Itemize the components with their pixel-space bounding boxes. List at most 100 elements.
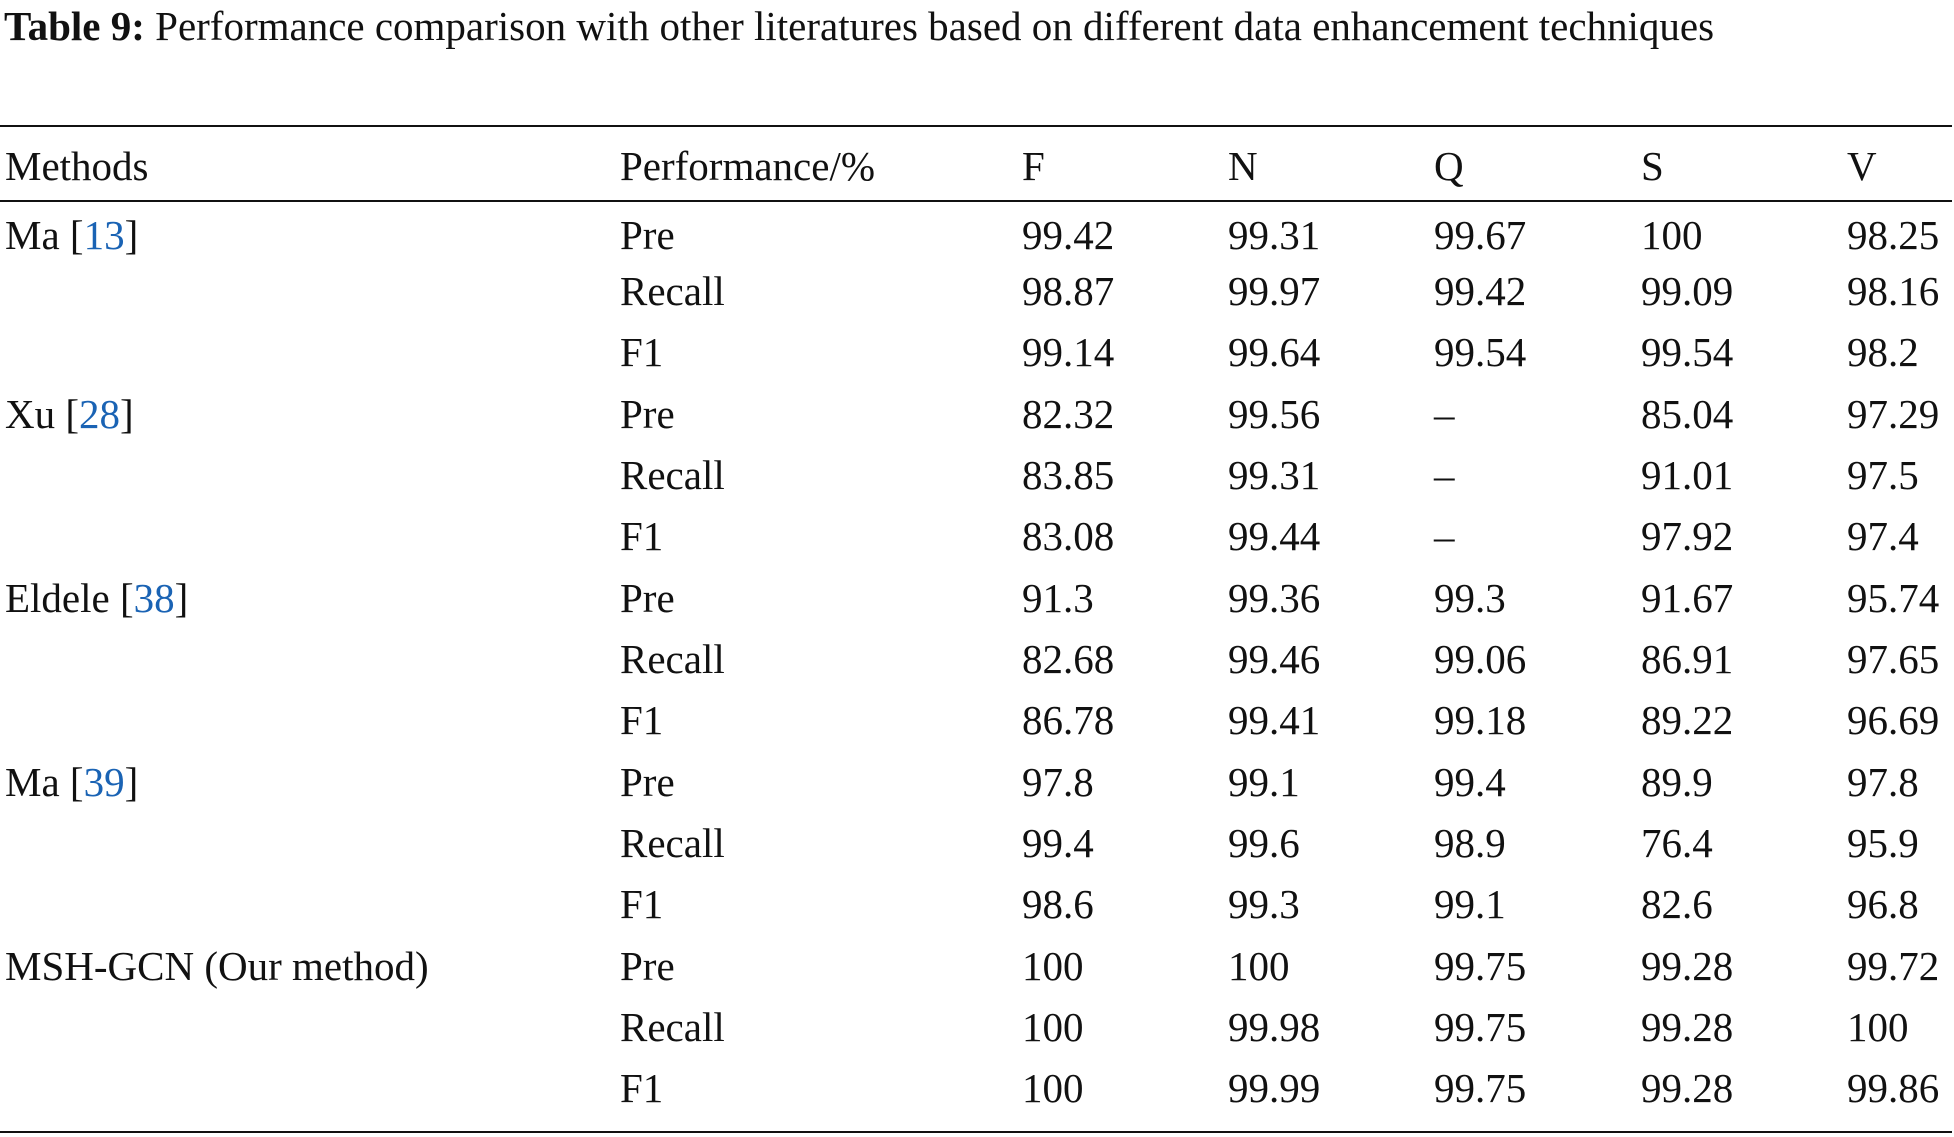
value-cell-s: 99.54 bbox=[1641, 329, 1734, 376]
metric-cell: F1 bbox=[620, 329, 664, 376]
caption-text: Performance comparison with other litera… bbox=[155, 3, 1715, 49]
value-cell-s: 91.01 bbox=[1641, 451, 1734, 498]
value-cell-f: 98.6 bbox=[1022, 881, 1094, 928]
metric-cell: Pre bbox=[620, 758, 675, 805]
comparison-table: Methods Performance/% F N Q S V Ma [13] P… bbox=[0, 133, 1954, 1119]
value-cell-f: 100 bbox=[1022, 1003, 1084, 1050]
value-cell-s: 99.09 bbox=[1641, 267, 1734, 314]
method-cell: Ma [39] bbox=[5, 758, 139, 805]
value-cell-v: 100 bbox=[1847, 1003, 1909, 1050]
reference-link[interactable]: 28 bbox=[79, 390, 121, 437]
metric-cell: Pre bbox=[620, 942, 675, 989]
value-cell-n: 99.56 bbox=[1228, 390, 1321, 437]
metric-cell: Pre bbox=[620, 211, 675, 258]
table-row: MSH-GCN (Our method) Pre 100 100 99.75 99.28 9… bbox=[0, 935, 1954, 996]
table-row: Ma [13] Pre 99.42 99.31 99.67 100 98.25 bbox=[0, 199, 1954, 260]
value-cell-v: 96.69 bbox=[1847, 697, 1940, 744]
value-cell-q: – bbox=[1434, 451, 1455, 498]
value-cell-v: 95.9 bbox=[1847, 819, 1919, 866]
value-cell-f: 99.4 bbox=[1022, 819, 1094, 866]
table-top-rule bbox=[0, 125, 1952, 127]
value-cell-v: 99.72 bbox=[1847, 942, 1940, 989]
metric-cell: Recall bbox=[620, 819, 725, 866]
value-cell-q: 99.3 bbox=[1434, 574, 1506, 621]
table-caption: Table 9: Performance comparison with oth… bbox=[4, 0, 1950, 53]
value-cell-f: 98.87 bbox=[1022, 267, 1115, 314]
value-cell-q: 99.54 bbox=[1434, 329, 1527, 376]
value-cell-f: 100 bbox=[1022, 1065, 1084, 1112]
value-cell-n: 99.98 bbox=[1228, 1003, 1321, 1050]
value-cell-f: 91.3 bbox=[1022, 574, 1094, 621]
header-f: F bbox=[1022, 143, 1045, 189]
value-cell-s: 100 bbox=[1641, 211, 1703, 258]
value-cell-f: 82.32 bbox=[1022, 390, 1115, 437]
value-cell-n: 99.44 bbox=[1228, 513, 1321, 560]
header-n: N bbox=[1228, 143, 1258, 189]
value-cell-s: 86.91 bbox=[1641, 635, 1734, 682]
reference-link[interactable]: 13 bbox=[83, 211, 125, 258]
value-cell-q: 99.4 bbox=[1434, 758, 1506, 805]
value-cell-n: 99.99 bbox=[1228, 1065, 1321, 1112]
value-cell-s: 91.67 bbox=[1641, 574, 1734, 621]
value-cell-q: 99.1 bbox=[1434, 881, 1506, 928]
method-cell bbox=[0, 1058, 620, 1119]
value-cell-n: 99.31 bbox=[1228, 451, 1321, 498]
value-cell-n: 100 bbox=[1228, 942, 1290, 989]
value-cell-q: 99.67 bbox=[1434, 211, 1527, 258]
value-cell-v: 96.8 bbox=[1847, 881, 1919, 928]
value-cell-v: 98.16 bbox=[1847, 267, 1940, 314]
metric-cell: F1 bbox=[620, 697, 664, 744]
metric-cell: Recall bbox=[620, 635, 725, 682]
value-cell-f: 83.08 bbox=[1022, 513, 1115, 560]
value-cell-v: 99.86 bbox=[1847, 1065, 1940, 1112]
metric-cell: F1 bbox=[620, 881, 664, 928]
value-cell-f: 82.68 bbox=[1022, 635, 1115, 682]
table-row: Recall 83.85 99.31 – 91.01 97.5 bbox=[0, 444, 1954, 505]
method-cell bbox=[0, 444, 620, 505]
method-name: MSH-GCN (Our method) bbox=[5, 942, 429, 989]
method-cell bbox=[0, 996, 620, 1057]
value-cell-n: 99.97 bbox=[1228, 267, 1321, 314]
metric-cell: Pre bbox=[620, 390, 675, 437]
table-row: Recall 100 99.98 99.75 99.28 100 bbox=[0, 996, 1954, 1057]
table-bottom-rule bbox=[0, 1131, 1952, 1133]
value-cell-n: 99.6 bbox=[1228, 819, 1300, 866]
value-cell-s: 99.28 bbox=[1641, 1003, 1734, 1050]
value-cell-s: 89.9 bbox=[1641, 758, 1713, 805]
value-cell-s: 97.92 bbox=[1641, 513, 1734, 560]
value-cell-q: 99.75 bbox=[1434, 1065, 1527, 1112]
method-cell bbox=[0, 506, 620, 567]
value-cell-s: 99.28 bbox=[1641, 1065, 1734, 1112]
table-row: Recall 98.87 99.97 99.42 99.09 98.16 bbox=[0, 260, 1954, 321]
reference-link[interactable]: 39 bbox=[83, 758, 125, 805]
table-row: Xu [28] Pre 82.32 99.56 – 85.04 97.29 bbox=[0, 383, 1954, 444]
method-cell: Eldele [38] bbox=[5, 574, 189, 621]
value-cell-f: 99.42 bbox=[1022, 211, 1115, 258]
value-cell-s: 99.28 bbox=[1641, 942, 1734, 989]
table-body: Ma [13] Pre 99.42 99.31 99.67 100 98.25 Recall 9… bbox=[0, 199, 1954, 1119]
value-cell-n: 99.64 bbox=[1228, 329, 1321, 376]
value-cell-n: 99.36 bbox=[1228, 574, 1321, 621]
value-cell-v: 97.5 bbox=[1847, 451, 1919, 498]
table-header-row: Methods Performance/% F N Q S V bbox=[0, 133, 1954, 199]
metric-cell: Recall bbox=[620, 1003, 725, 1050]
table-row: Eldele [38] Pre 91.3 99.36 99.3 91.67 95.74 bbox=[0, 567, 1954, 628]
table-row: F1 99.14 99.64 99.54 99.54 98.2 bbox=[0, 322, 1954, 383]
value-cell-q: – bbox=[1434, 513, 1455, 560]
header-v: V bbox=[1847, 143, 1877, 189]
metric-cell: F1 bbox=[620, 1065, 664, 1112]
table-row: F1 83.08 99.44 – 97.92 97.4 bbox=[0, 506, 1954, 567]
table-row: F1 100 99.99 99.75 99.28 99.86 bbox=[0, 1058, 1954, 1119]
method-name: Eldele bbox=[5, 574, 110, 621]
method-cell: MSH-GCN (Our method) bbox=[0, 935, 620, 996]
value-cell-s: 82.6 bbox=[1641, 881, 1713, 928]
table-row: Recall 99.4 99.6 98.9 76.4 95.9 bbox=[0, 812, 1954, 873]
value-cell-f: 100 bbox=[1022, 942, 1084, 989]
header-methods: Methods bbox=[5, 143, 149, 189]
value-cell-q: 99.06 bbox=[1434, 635, 1527, 682]
reference-link[interactable]: 38 bbox=[133, 574, 175, 621]
value-cell-s: 89.22 bbox=[1641, 697, 1734, 744]
value-cell-f: 99.14 bbox=[1022, 329, 1115, 376]
method-name: Xu bbox=[5, 390, 56, 437]
value-cell-s: 76.4 bbox=[1641, 819, 1713, 866]
